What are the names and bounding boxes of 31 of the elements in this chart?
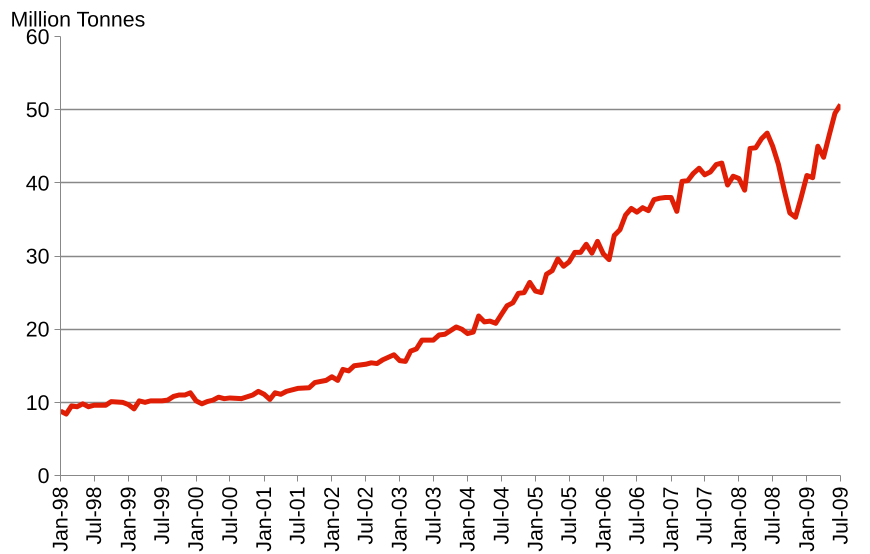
x-tick-label: Jul-00 [218,486,242,545]
x-tick-label: Jul-05 [557,486,582,545]
x-tick-label: Jul-06 [624,486,649,545]
y-tick-label: 10 [26,390,50,415]
x-tick-label: Jan-99 [116,486,140,552]
x-tick-label: Jan-98 [48,486,72,552]
x-tick-label: Jan-05 [523,486,548,552]
x-tick-label: Jul-09 [828,486,852,545]
x-tick-label: Jul-03 [421,486,446,545]
x-tick-label: Jul-08 [760,486,785,545]
x-tick-label: Jan-08 [726,486,751,552]
x-tick-label: Jan-09 [794,486,819,552]
x-tick-label: Jan-02 [320,486,344,552]
x-tick-label: Jan-00 [184,486,208,552]
y-tick-label: 30 [26,244,50,268]
y-tick-label: 20 [26,318,50,342]
x-tick-label: Jul-07 [692,486,717,545]
y-tick-label: 60 [26,25,50,49]
x-tick-label: Jan-01 [252,486,276,552]
y-tick-label: 50 [26,98,50,122]
x-tick-label: Jul-01 [286,486,310,545]
x-tick-label: Jan-07 [659,486,684,552]
x-tick-label: Jan-06 [591,486,616,552]
x-tick-label: Jul-99 [150,486,174,545]
y-tick-label: 40 [26,171,50,196]
x-tick-label: Jul-02 [354,486,378,545]
x-tick-label: Jul-98 [82,486,106,545]
x-tick-label: Jul-04 [489,486,514,545]
x-tick-label: Jan-03 [388,486,412,552]
x-tick-label: Jan-04 [455,486,480,552]
y-tick-label: 0 [38,464,50,488]
